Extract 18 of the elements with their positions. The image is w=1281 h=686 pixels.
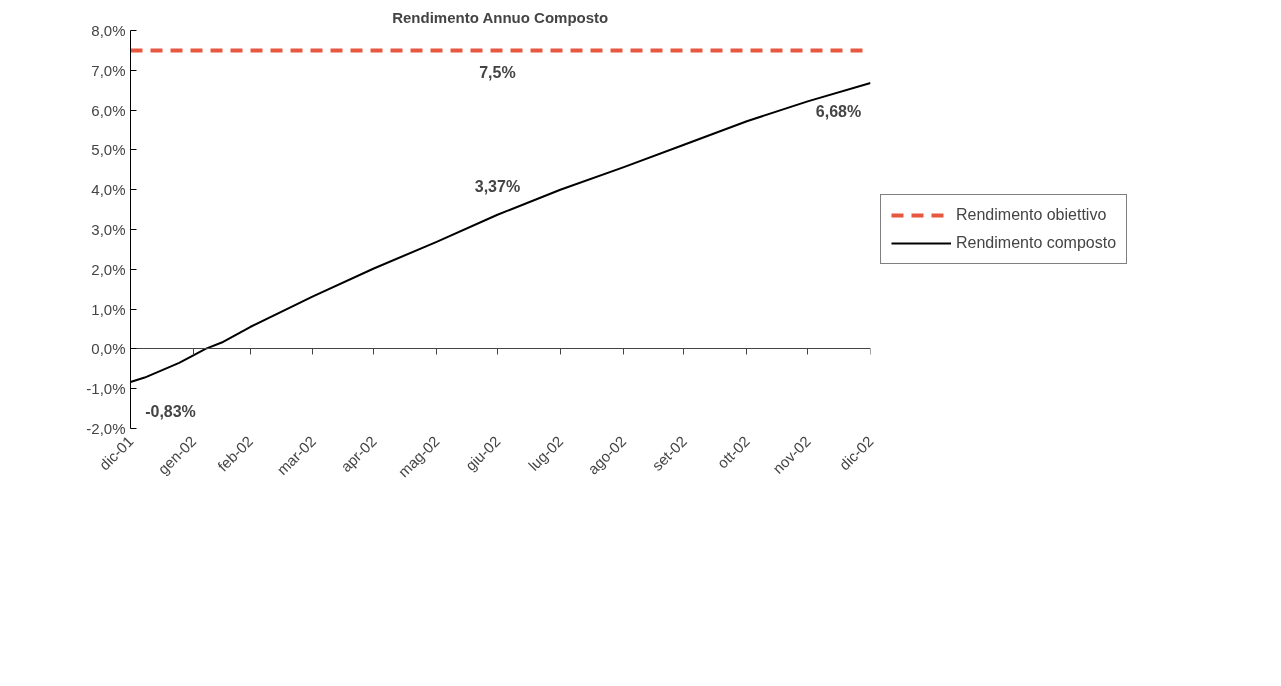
y-tick-label: 1,0% bbox=[91, 300, 126, 318]
y-tick-label: 2,0% bbox=[91, 260, 126, 278]
y-tick-label: 4,0% bbox=[91, 181, 126, 199]
legend-label: Rendimento obiettivo bbox=[956, 206, 1107, 224]
y-tick-label: -1,0% bbox=[86, 380, 126, 398]
annotation: 7,5% bbox=[479, 63, 516, 81]
y-tick-label: 5,0% bbox=[91, 141, 126, 159]
annotation: 3,37% bbox=[474, 178, 521, 196]
y-tick-label: 7,0% bbox=[91, 61, 126, 79]
y-tick-label: 6,0% bbox=[91, 101, 126, 119]
y-tick-label: 0,0% bbox=[91, 340, 126, 358]
legend-label: Rendimento composto bbox=[956, 234, 1117, 252]
y-tick-label: 3,0% bbox=[91, 221, 126, 238]
annotation: 6,68% bbox=[815, 102, 862, 120]
annotation: -0,83% bbox=[145, 403, 196, 421]
y-tick-label: 8,0% bbox=[91, 22, 126, 39]
chart-title: Rendimento Annuo Composto bbox=[392, 8, 609, 26]
y-tick-label: -2,0% bbox=[86, 420, 126, 437]
